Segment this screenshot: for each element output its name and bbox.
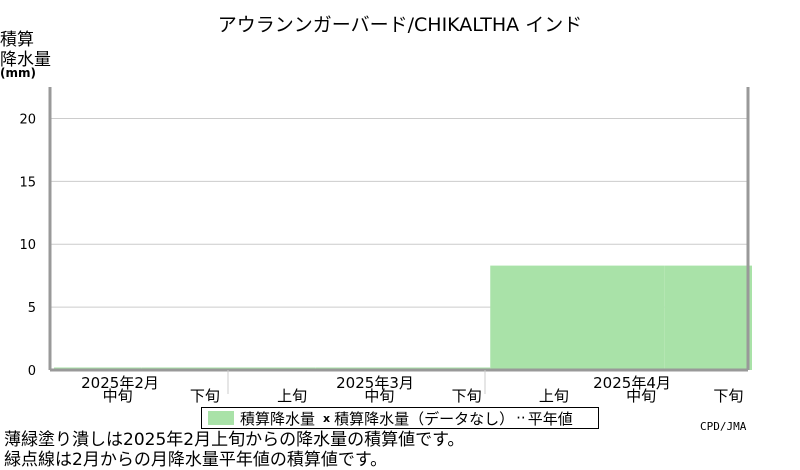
y-tick-label: 15	[19, 175, 36, 190]
bar	[577, 265, 665, 370]
legend-label-no-data: 積算降水量（データなし）	[334, 409, 515, 428]
legend-dotted-line-icon: ··	[516, 409, 526, 427]
legend-marker-no-data: x	[323, 411, 331, 425]
x-tick-label: 上旬	[277, 387, 307, 405]
legend-label-normal: 平年値	[527, 409, 573, 428]
footnote-1: 薄緑塗り潰しは2025年2月上旬からの降水量の積算値です。	[4, 430, 465, 450]
legend-swatch-accumulated	[208, 411, 234, 425]
legend-label-accumulated: 積算降水量	[240, 409, 316, 428]
y-axis-label-line-2: 降水量	[0, 50, 51, 70]
y-tick-label: 10	[19, 238, 36, 253]
month-label: 2025年4月	[593, 374, 671, 392]
x-tick-label: 上旬	[539, 387, 569, 405]
x-tick-label: 下旬	[190, 387, 220, 405]
credit-text: CPD/JMA	[700, 420, 747, 433]
bar	[664, 265, 752, 370]
x-tick-label: 中旬	[364, 387, 394, 405]
chart-title: アウランンガーバード/CHIKALTHA インド	[217, 14, 583, 36]
x-tick-label: 下旬	[713, 387, 743, 405]
y-tick-label: 0	[28, 364, 36, 379]
footnote-2: 緑点線は2月からの月降水量平年値の積算値です。	[4, 450, 388, 470]
y-axis-label-line-1: 積算	[0, 30, 34, 50]
x-tick-label: 中旬	[626, 387, 656, 405]
chart-legend: 積算降水量 x 積算降水量（データなし） ·· 平年値	[201, 407, 599, 429]
y-tick-label: 20	[19, 112, 36, 127]
month-label: 2025年3月	[336, 374, 414, 392]
y-axis-unit: (mm)	[0, 66, 36, 80]
x-tick-label: 中旬	[103, 387, 133, 405]
y-tick-label: 5	[28, 301, 36, 316]
x-tick-label: 下旬	[452, 387, 482, 405]
bar	[490, 265, 578, 370]
month-label: 2025年2月	[81, 374, 159, 392]
